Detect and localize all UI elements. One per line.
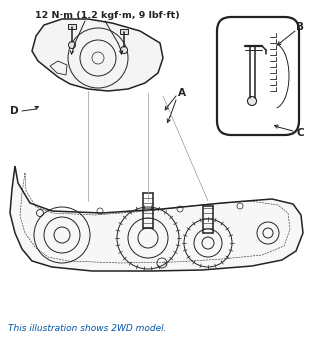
Polygon shape: [32, 19, 163, 91]
Text: This illustration shows 2WD model.: This illustration shows 2WD model.: [8, 324, 166, 333]
Bar: [120, 29, 128, 34]
FancyBboxPatch shape: [217, 17, 299, 135]
Circle shape: [121, 46, 127, 54]
Polygon shape: [10, 166, 303, 271]
Text: B: B: [296, 22, 304, 32]
Circle shape: [247, 97, 256, 105]
Text: 12 N·m (1.2 kgf·m, 9 lbf·ft): 12 N·m (1.2 kgf·m, 9 lbf·ft): [35, 11, 179, 19]
Text: A: A: [178, 88, 186, 98]
Text: C: C: [296, 128, 304, 138]
Text: D: D: [10, 106, 18, 116]
Circle shape: [69, 42, 76, 48]
Polygon shape: [50, 61, 67, 75]
Bar: [68, 24, 76, 29]
